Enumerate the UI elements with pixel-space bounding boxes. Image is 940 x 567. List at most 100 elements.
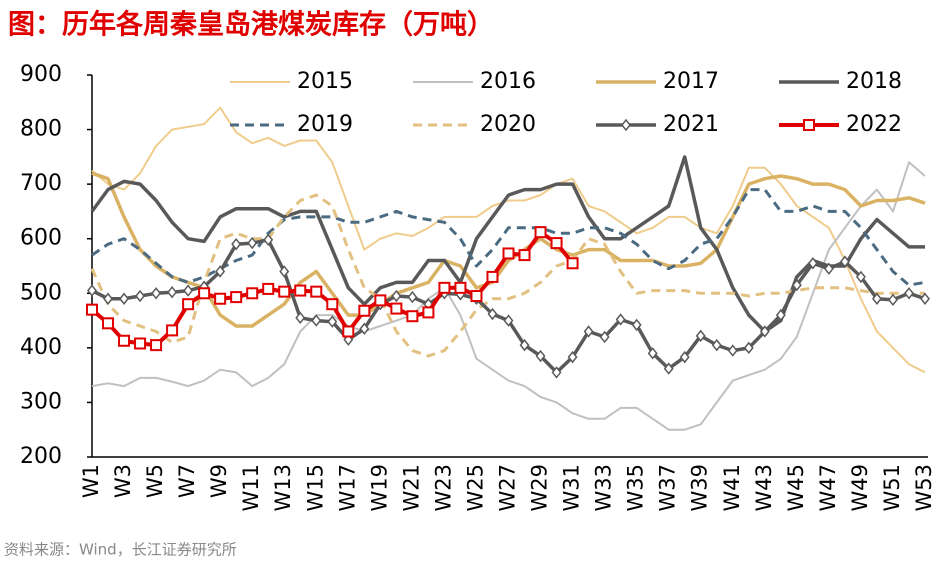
x-tick-label: W45 <box>784 464 808 512</box>
point-marker <box>422 306 435 319</box>
point-marker <box>167 285 178 299</box>
point-marker <box>791 278 802 292</box>
point-marker <box>904 287 914 300</box>
legend-label: 2021 <box>663 112 719 137</box>
x-tick-label: W19 <box>367 464 391 512</box>
point-marker <box>743 341 754 355</box>
x-tick-label: W25 <box>463 464 487 512</box>
x-tick-label: W31 <box>560 464 584 512</box>
x-tick-label: W9 <box>207 464 231 498</box>
point-marker <box>823 262 834 275</box>
x-tick-label: W5 <box>143 464 167 498</box>
point-marker <box>711 338 722 352</box>
point-marker <box>406 310 419 323</box>
point-marker <box>888 293 898 307</box>
chart-title: 图：历年各周秦皇岛港煤炭库存（万吨） <box>8 9 494 41</box>
point-marker <box>390 302 403 315</box>
x-tick-label: W15 <box>303 464 327 512</box>
y-tick-label: 500 <box>20 280 62 305</box>
point-marker <box>150 339 163 352</box>
point-marker <box>230 291 243 304</box>
point-marker <box>727 344 738 357</box>
point-marker <box>134 337 147 350</box>
point-marker <box>342 325 355 338</box>
point-marker <box>695 329 706 343</box>
x-tick-label: W23 <box>431 464 455 512</box>
point-marker <box>166 324 179 337</box>
y-tick-label: 300 <box>20 389 62 414</box>
point-marker <box>198 287 211 300</box>
y-tick-label: 800 <box>20 117 62 142</box>
point-marker <box>920 292 930 305</box>
point-marker <box>86 303 98 316</box>
legend-label: 2020 <box>480 112 536 137</box>
point-marker <box>871 292 882 305</box>
x-tick-label: W51 <box>880 464 904 512</box>
point-marker <box>759 325 770 338</box>
point-marker <box>487 307 498 321</box>
point-marker <box>151 287 162 300</box>
point-marker <box>438 281 451 294</box>
point-marker <box>343 333 354 346</box>
point-marker <box>502 247 515 260</box>
point-marker <box>119 292 129 305</box>
x-tick-label: W37 <box>656 464 680 512</box>
point-marker <box>534 226 547 239</box>
x-tick-label: W11 <box>239 464 263 512</box>
point-marker <box>103 292 113 305</box>
point-marker <box>359 322 370 335</box>
legend-label: 2022 <box>846 112 902 137</box>
point-marker <box>631 318 642 332</box>
point-marker <box>775 308 786 322</box>
legend-label: 2019 <box>297 112 353 137</box>
point-marker <box>567 350 578 364</box>
x-tick-label: W13 <box>271 464 295 512</box>
point-marker <box>615 313 626 326</box>
source-note: 资料来源：Wind，长江证券研究所 <box>4 541 237 559</box>
point-marker <box>135 289 146 303</box>
point-marker <box>519 338 530 352</box>
series-line <box>91 188 926 287</box>
legend-label: 2017 <box>663 69 719 94</box>
point-marker <box>311 314 322 327</box>
point-marker <box>566 257 579 270</box>
point-marker <box>407 290 418 304</box>
point-marker <box>327 315 338 328</box>
x-tick-label: W39 <box>688 464 712 512</box>
point-marker <box>215 265 226 278</box>
point-marker <box>278 285 291 298</box>
point-marker <box>470 290 483 303</box>
point-marker <box>583 325 594 338</box>
point-marker <box>263 233 274 247</box>
point-marker <box>247 236 258 250</box>
x-tick-label: W27 <box>496 464 520 512</box>
point-marker <box>118 334 131 347</box>
point-marker <box>518 249 531 262</box>
point-marker <box>486 270 499 283</box>
y-tick-label: 700 <box>20 171 62 196</box>
point-marker <box>246 287 259 300</box>
legend-marker <box>803 119 815 131</box>
series-line <box>91 171 926 328</box>
point-marker <box>231 237 242 251</box>
point-marker <box>279 265 290 278</box>
point-marker <box>454 281 467 294</box>
point-marker <box>679 350 690 364</box>
point-marker <box>855 270 866 284</box>
x-tick-label: W7 <box>175 464 199 498</box>
x-tick-label: W41 <box>720 464 744 512</box>
point-marker <box>214 292 227 305</box>
legend-label: 2018 <box>846 69 902 94</box>
point-marker <box>503 314 514 327</box>
point-marker <box>550 237 563 250</box>
point-marker <box>535 349 546 363</box>
y-tick-label: 600 <box>20 226 62 251</box>
y-tick-label: 400 <box>20 335 62 360</box>
point-marker <box>262 282 275 295</box>
x-tick-label: W21 <box>399 464 423 512</box>
point-marker <box>295 311 306 325</box>
point-marker <box>647 347 658 360</box>
point-marker <box>182 298 195 311</box>
point-marker <box>663 362 674 375</box>
